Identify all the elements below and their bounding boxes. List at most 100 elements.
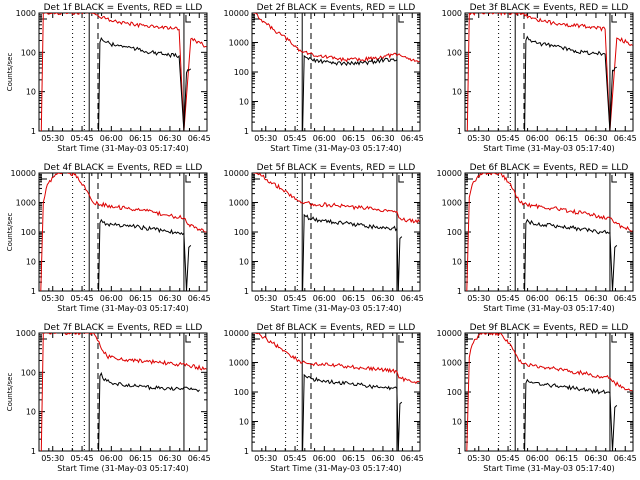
series-group [40, 13, 207, 131]
x-tick-label: 05:45 [71, 134, 94, 143]
lld-series-line [466, 173, 633, 291]
panel-9: Det 9f BLACK = Events, RED = LLD 1 10 100 10… [437, 323, 637, 473]
x-tick-label: 06:45 [614, 134, 637, 143]
panel-title: Det 1f BLACK = Events, RED = LLD [44, 3, 203, 13]
top-marker-glyph [40, 335, 47, 342]
y-tick-label: 10000 [437, 169, 462, 178]
x-tick-label: 06:00 [100, 454, 123, 463]
events-series-line [302, 54, 398, 131]
x-tick-label: 05:45 [71, 454, 94, 463]
y-tick-label: 10 [452, 88, 462, 97]
y-tick-label: 1 [244, 447, 249, 456]
top-marker-glyph [466, 335, 473, 342]
events-series-line [98, 36, 192, 131]
x-axis-label: Start Time (31-May-03 05:17:40) [270, 144, 401, 153]
x-tick-label: 06:15 [129, 134, 152, 143]
top-marker-glyph [466, 15, 473, 22]
y-tick-label: 1 [31, 447, 36, 456]
events-series-line [302, 213, 403, 291]
x-tick-label: 06:15 [555, 454, 578, 463]
x-tick-label: 06:00 [313, 134, 336, 143]
x-tick-label: 06:15 [342, 294, 365, 303]
x-tick-label: 05:30 [41, 134, 64, 143]
lld-series-line [40, 333, 207, 451]
x-tick-label: 06:30 [584, 294, 607, 303]
y-tick-label: 1 [457, 447, 462, 456]
x-axis-label: Start Time (31-May-03 05:17:40) [270, 464, 401, 473]
x-tick-label: 06:45 [401, 294, 424, 303]
top-marker-glyph [611, 15, 617, 23]
panel-title: Det 5f BLACK = Events, RED = LLD [257, 163, 416, 173]
panel-7: Det 7f BLACK = Events, RED = LLD 1 10 100 10… [6, 323, 211, 473]
series-group [253, 333, 420, 451]
y-tick-label: 1000 [229, 39, 249, 48]
top-marker-glyph [466, 175, 473, 182]
panel-4: Det 4f BLACK = Events, RED = LLD 1 10 100 10… [6, 163, 211, 313]
x-tick-label: 06:45 [614, 454, 637, 463]
panel-title: Det 7f BLACK = Events, RED = LLD [44, 323, 203, 333]
x-tick-label: 05:45 [497, 134, 520, 143]
y-tick-label: 10 [452, 418, 462, 427]
x-tick-label: 05:30 [467, 134, 490, 143]
y-tick-label: 10 [452, 258, 462, 267]
y-tick-label: 1000 [442, 199, 462, 208]
x-tick-label: 05:45 [284, 454, 307, 463]
top-marker-glyph [40, 175, 47, 182]
x-tick-label: 05:30 [254, 294, 277, 303]
panel-title: Det 3f BLACK = Events, RED = LLD [470, 3, 629, 13]
plot-frame [38, 332, 208, 452]
x-tick-label: 06:15 [342, 134, 365, 143]
y-tick-label: 1000 [16, 9, 36, 18]
top-marker-glyph [253, 335, 260, 342]
x-tick-label: 06:30 [584, 454, 607, 463]
x-axis-label: Start Time (31-May-03 05:17:40) [483, 144, 614, 153]
y-tick-label: 100 [21, 368, 36, 377]
y-axis-label: Counts/sec [6, 213, 14, 252]
x-tick-label: 06:45 [614, 294, 637, 303]
y-tick-label: 100 [21, 48, 36, 57]
y-tick-label: 10 [26, 408, 36, 417]
y-tick-label: 10000 [224, 9, 249, 18]
top-marker-glyph [398, 335, 404, 343]
x-tick-label: 06:45 [188, 134, 211, 143]
series-group [253, 173, 420, 291]
top-marker-glyph [398, 15, 404, 23]
y-tick-label: 10 [26, 258, 36, 267]
events-series-line [302, 373, 403, 451]
y-tick-label: 100 [234, 68, 249, 77]
y-tick-label: 1000 [442, 359, 462, 368]
panel-title: Det 9f BLACK = Events, RED = LLD [470, 323, 629, 333]
x-tick-label: 06:45 [401, 134, 424, 143]
y-tick-label: 100 [447, 228, 462, 237]
x-axis-label: Start Time (31-May-03 05:17:40) [483, 464, 614, 473]
y-tick-label: 10 [239, 258, 249, 267]
top-marker-glyph [253, 175, 260, 182]
y-tick-label: 100 [234, 228, 249, 237]
x-tick-label: 05:45 [284, 294, 307, 303]
x-tick-label: 06:30 [371, 294, 394, 303]
y-tick-label: 1 [457, 127, 462, 136]
x-tick-label: 06:30 [158, 454, 181, 463]
x-tick-label: 05:30 [254, 454, 277, 463]
x-axis-label: Start Time (31-May-03 05:17:40) [57, 144, 188, 153]
x-tick-label: 06:45 [401, 454, 424, 463]
panel-title: Det 2f BLACK = Events, RED = LLD [257, 3, 416, 13]
panel-3: Det 3f BLACK = Events, RED = LLD 1 10 100 10… [442, 3, 637, 153]
x-tick-label: 06:30 [371, 454, 394, 463]
panel-title: Det 8f BLACK = Events, RED = LLD [257, 323, 416, 333]
top-marker-glyph [185, 15, 191, 23]
panel-5: Det 5f BLACK = Events, RED = LLD 1 10 100 10… [224, 163, 424, 313]
lld-series-line [253, 13, 420, 63]
x-tick-label: 05:30 [41, 294, 64, 303]
x-tick-label: 06:15 [129, 294, 152, 303]
x-tick-label: 05:30 [467, 454, 490, 463]
y-tick-label: 1 [31, 287, 36, 296]
x-tick-label: 05:45 [71, 294, 94, 303]
panel-title: Det 4f BLACK = Events, RED = LLD [44, 163, 203, 173]
x-tick-label: 06:00 [313, 454, 336, 463]
lld-series-line [253, 333, 420, 385]
x-tick-label: 06:15 [555, 294, 578, 303]
top-marker-glyph [40, 15, 47, 22]
y-tick-label: 10000 [224, 329, 249, 338]
series-group [466, 13, 633, 131]
